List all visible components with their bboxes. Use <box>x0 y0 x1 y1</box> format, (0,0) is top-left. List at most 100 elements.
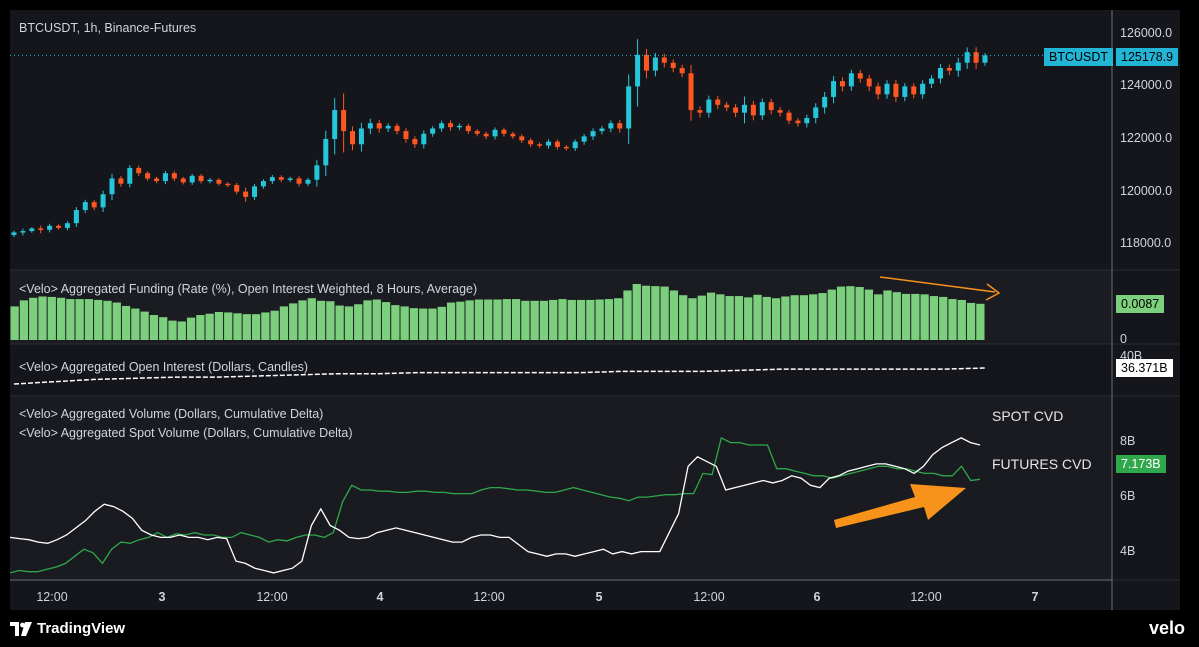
chart-canvas[interactable] <box>10 10 1180 610</box>
price-candle <box>670 59 676 73</box>
funding-bar <box>437 306 446 340</box>
price-candle <box>38 225 44 234</box>
funding-bar <box>381 302 391 340</box>
funding-bar <box>744 297 753 340</box>
funding-bar <box>604 299 614 340</box>
price-candle <box>11 230 17 238</box>
price-candle <box>314 159 320 187</box>
price-candle <box>100 190 106 212</box>
price-candle <box>145 171 151 181</box>
price-candle <box>439 120 445 132</box>
price-candle <box>501 127 507 137</box>
price-candle <box>350 126 356 151</box>
price-candle <box>252 183 258 200</box>
oi-value-tag: 36.371B <box>1116 359 1173 377</box>
funding-bar <box>883 290 892 340</box>
funding-bar <box>799 295 809 340</box>
price-candle <box>91 199 97 211</box>
funding-bar <box>632 284 641 340</box>
funding-bar <box>391 305 400 340</box>
funding-bar <box>261 312 270 340</box>
price-candle <box>412 136 418 148</box>
price-candle <box>430 126 436 137</box>
funding-bar <box>94 299 103 340</box>
price-candle <box>519 134 525 143</box>
price-candle <box>635 39 641 107</box>
price-candle <box>929 75 935 89</box>
futures-cvd-label: FUTURES CVD <box>992 456 1092 472</box>
funding-bar <box>400 306 409 340</box>
funding-bar <box>409 308 419 340</box>
velo-brand: velo <box>1148 618 1185 638</box>
funding-bar <box>493 299 502 340</box>
price-candle <box>733 103 739 118</box>
volume-axis-6b: 6B <box>1120 489 1136 503</box>
price-candle <box>572 139 578 152</box>
volume-pane-title: <Velo> Aggregated Volume (Dollars, Cumul… <box>19 407 324 421</box>
price-candle <box>56 224 62 230</box>
funding-bars <box>10 284 985 340</box>
funding-bar <box>809 294 818 340</box>
price-candle <box>367 118 373 135</box>
funding-bar <box>669 290 679 340</box>
price-candle <box>946 64 952 76</box>
funding-bar <box>251 314 261 340</box>
oi-pane-title: <Velo> Aggregated Open Interest (Dollars… <box>19 360 309 374</box>
funding-bar <box>641 285 651 340</box>
price-candle <box>590 128 596 140</box>
price-candle <box>154 176 160 184</box>
price-candle <box>768 98 774 115</box>
funding-bar <box>214 312 224 340</box>
price-candle <box>198 173 204 184</box>
funding-bar <box>697 295 706 340</box>
price-candle <box>759 98 765 120</box>
funding-bar <box>335 305 344 340</box>
price-candle <box>626 74 632 144</box>
price-candle <box>786 109 792 125</box>
price-candle <box>456 123 462 131</box>
price-candle <box>189 173 195 185</box>
price-candle <box>750 100 756 121</box>
time-tick-label: 12:00 <box>36 590 68 604</box>
funding-bar <box>140 311 149 340</box>
funding-bar <box>196 315 205 340</box>
price-candle <box>839 77 845 92</box>
price-candle <box>724 101 730 112</box>
funding-bar <box>911 293 920 340</box>
time-tick-label: 12:00 <box>473 590 505 604</box>
funding-bar <box>864 289 874 340</box>
price-candle <box>20 228 26 236</box>
funding-bar <box>177 321 186 340</box>
funding-bar <box>344 306 354 340</box>
funding-bar <box>595 299 604 340</box>
price-candle <box>545 139 551 149</box>
price-candle <box>465 123 471 134</box>
price-candle <box>296 176 302 187</box>
funding-bar <box>316 300 326 340</box>
funding-bar <box>530 300 539 340</box>
funding-bar <box>168 320 177 340</box>
funding-bar <box>456 301 465 340</box>
price-candle <box>581 133 587 145</box>
funding-bar <box>762 296 771 340</box>
futures-cvd-line <box>10 436 981 574</box>
price-candle <box>893 79 899 103</box>
funding-bar <box>874 294 883 340</box>
funding-bar <box>679 295 688 340</box>
price-candle <box>278 175 284 183</box>
funding-bar <box>103 300 112 340</box>
funding-bar <box>428 308 437 340</box>
funding-bar <box>929 296 939 340</box>
price-candle <box>323 130 329 176</box>
tradingview-brand: TradingView <box>10 620 125 637</box>
funding-bar <box>586 299 595 340</box>
price-candle <box>403 128 409 143</box>
open-interest-line <box>13 367 986 385</box>
price-tick-label: 126000.0 <box>1120 25 1173 40</box>
funding-bar <box>307 298 316 340</box>
funding-bar <box>298 300 307 340</box>
funding-bar <box>966 302 976 340</box>
price-candle <box>234 183 240 195</box>
funding-bar <box>56 297 66 340</box>
price-candle <box>804 114 810 128</box>
